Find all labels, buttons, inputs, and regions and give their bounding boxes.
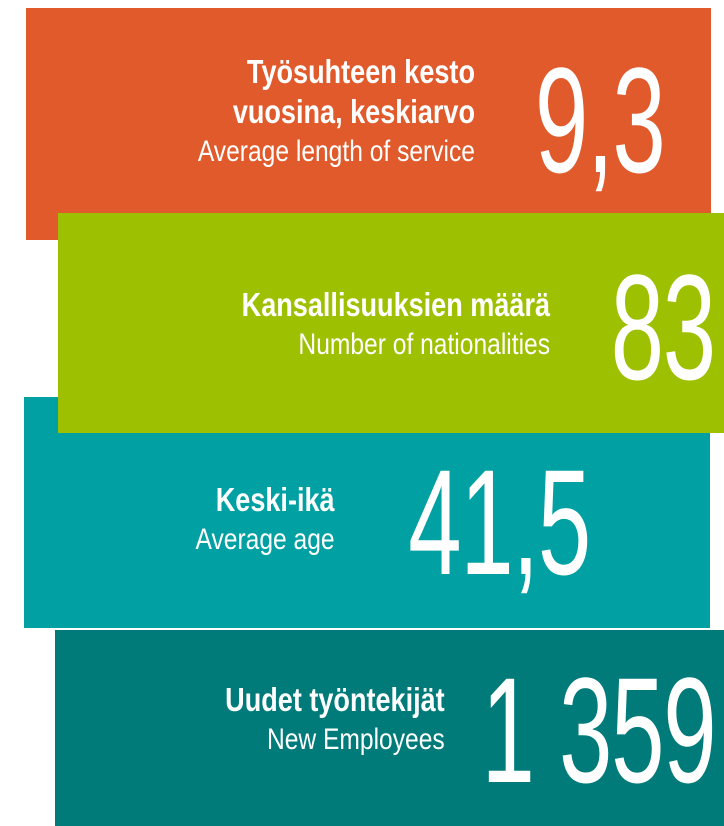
label-en: Average length of service bbox=[197, 135, 475, 168]
label-en: Number of nationalities bbox=[298, 328, 550, 361]
label-fi: Uudet työntekijät bbox=[225, 681, 445, 718]
label-fi: Työsuhteen kesto bbox=[246, 53, 475, 90]
stat-panel: Kansallisuuksien määrä Number of national… bbox=[58, 213, 724, 433]
stat-value: 9,3 bbox=[535, 36, 666, 204]
label-en: Average age bbox=[195, 523, 335, 556]
label-fi: Keski-ikä bbox=[216, 481, 335, 518]
stat-panel: Työsuhteen kesto vuosina, keskiarvo Averag… bbox=[26, 8, 711, 240]
stat-label: Keski-ikä Average age bbox=[196, 480, 335, 560]
label-fi: vuosina, keskiarvo bbox=[232, 93, 475, 130]
stat-value: 1 359 bbox=[481, 646, 716, 814]
stat-panel: Keski-ikä Average age 41,5 bbox=[24, 397, 710, 628]
stat-label: Työsuhteen kesto vuosina, keskiarvo Averag… bbox=[198, 52, 475, 172]
stat-value: 83 bbox=[610, 243, 717, 411]
label-en: New Employees bbox=[267, 723, 445, 756]
stat-panel: Uudet työntekijät New Employees 1 359 bbox=[55, 630, 724, 826]
stat-value: 41,5 bbox=[408, 438, 591, 606]
stat-label: Kansallisuuksien määrä Number of national… bbox=[242, 285, 550, 365]
stat-label: Uudet työntekijät New Employees bbox=[225, 680, 445, 760]
label-fi: Kansallisuuksien määrä bbox=[241, 286, 550, 323]
